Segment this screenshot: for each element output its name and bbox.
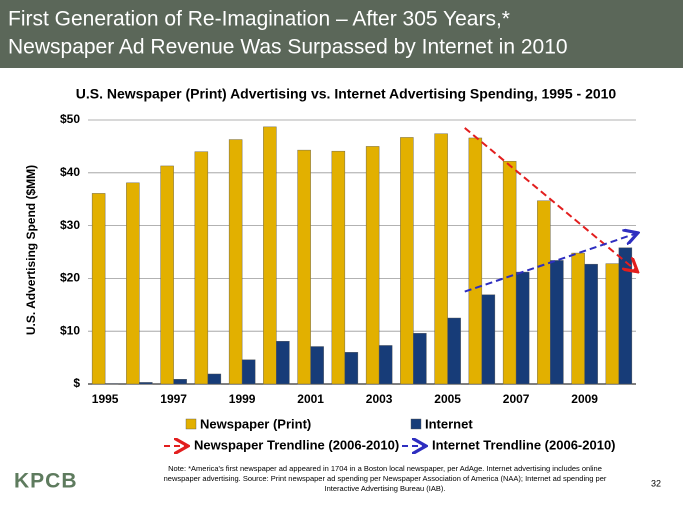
y-tick-label: $50 xyxy=(60,112,80,126)
legend-swatch xyxy=(185,418,197,430)
logo: KPCB xyxy=(14,470,78,493)
x-tick-label: 1999 xyxy=(229,392,256,406)
note: Interactive Advertising Bureau (IAB). xyxy=(325,484,446,493)
bar xyxy=(584,263,598,385)
y-tick-label: $40 xyxy=(60,165,80,179)
bar xyxy=(502,160,517,385)
trendline xyxy=(464,234,636,293)
bar xyxy=(378,345,393,385)
bar xyxy=(434,133,448,385)
bar xyxy=(139,382,153,385)
bar xyxy=(91,193,106,385)
bar xyxy=(297,149,311,385)
bar xyxy=(331,150,346,385)
x-tick-label: 2003 xyxy=(366,392,393,406)
slide-title: First Generation of Re-Imagination – Aft… xyxy=(8,8,510,31)
y-axis-label: U.S. Advertising Spend ($MM) xyxy=(24,165,38,335)
header-bar xyxy=(0,0,683,68)
bar xyxy=(537,200,551,385)
bar xyxy=(618,247,633,385)
chart-title: U.S. Newspaper (Print) Advertising vs. I… xyxy=(76,86,617,102)
x-tick-label: 2005 xyxy=(434,392,461,406)
bar xyxy=(173,379,187,385)
bar xyxy=(228,139,243,385)
x-tick-label: 1995 xyxy=(92,392,119,406)
bar xyxy=(571,252,585,385)
x-tick-label: 2009 xyxy=(571,392,598,406)
y-tick-label: $10 xyxy=(60,323,80,337)
y-tick-label: $30 xyxy=(60,218,80,232)
bar xyxy=(413,333,427,385)
bar xyxy=(468,137,483,385)
y-tick-label: $ xyxy=(73,376,80,390)
bar xyxy=(605,263,620,385)
bar xyxy=(276,341,290,385)
x-tick-label: 1997 xyxy=(160,392,187,406)
x-tick-label: 2007 xyxy=(503,392,530,406)
bar xyxy=(365,146,380,385)
note: Note: *America's first newspaper ad appe… xyxy=(168,464,602,473)
page-number: 32 xyxy=(651,478,661,488)
bar xyxy=(207,373,222,385)
bar xyxy=(310,346,324,385)
legend-label: Internet xyxy=(425,416,473,431)
bar xyxy=(263,126,277,385)
bar xyxy=(550,260,564,385)
y-tick-label: $20 xyxy=(60,271,80,285)
bar xyxy=(515,271,530,385)
slide-title: Newspaper Ad Revenue Was Surpassed by In… xyxy=(8,36,568,59)
bar xyxy=(126,182,140,385)
bar xyxy=(344,352,359,385)
legend-label: Newspaper Trendline (2006-2010) xyxy=(194,437,399,452)
bar xyxy=(400,137,414,385)
bar xyxy=(194,151,209,385)
bar xyxy=(160,165,174,385)
legend-swatch xyxy=(410,418,422,430)
legend-label: Newspaper (Print) xyxy=(200,416,311,431)
bar xyxy=(447,317,461,385)
x-tick-label: 2001 xyxy=(297,392,324,406)
note: newspaper advertising. Source: Print new… xyxy=(164,474,607,483)
trendline xyxy=(464,127,636,271)
bar xyxy=(241,359,256,385)
bar xyxy=(481,294,496,385)
bar xyxy=(104,383,119,385)
legend-label: Internet Trendline (2006-2010) xyxy=(432,437,616,452)
